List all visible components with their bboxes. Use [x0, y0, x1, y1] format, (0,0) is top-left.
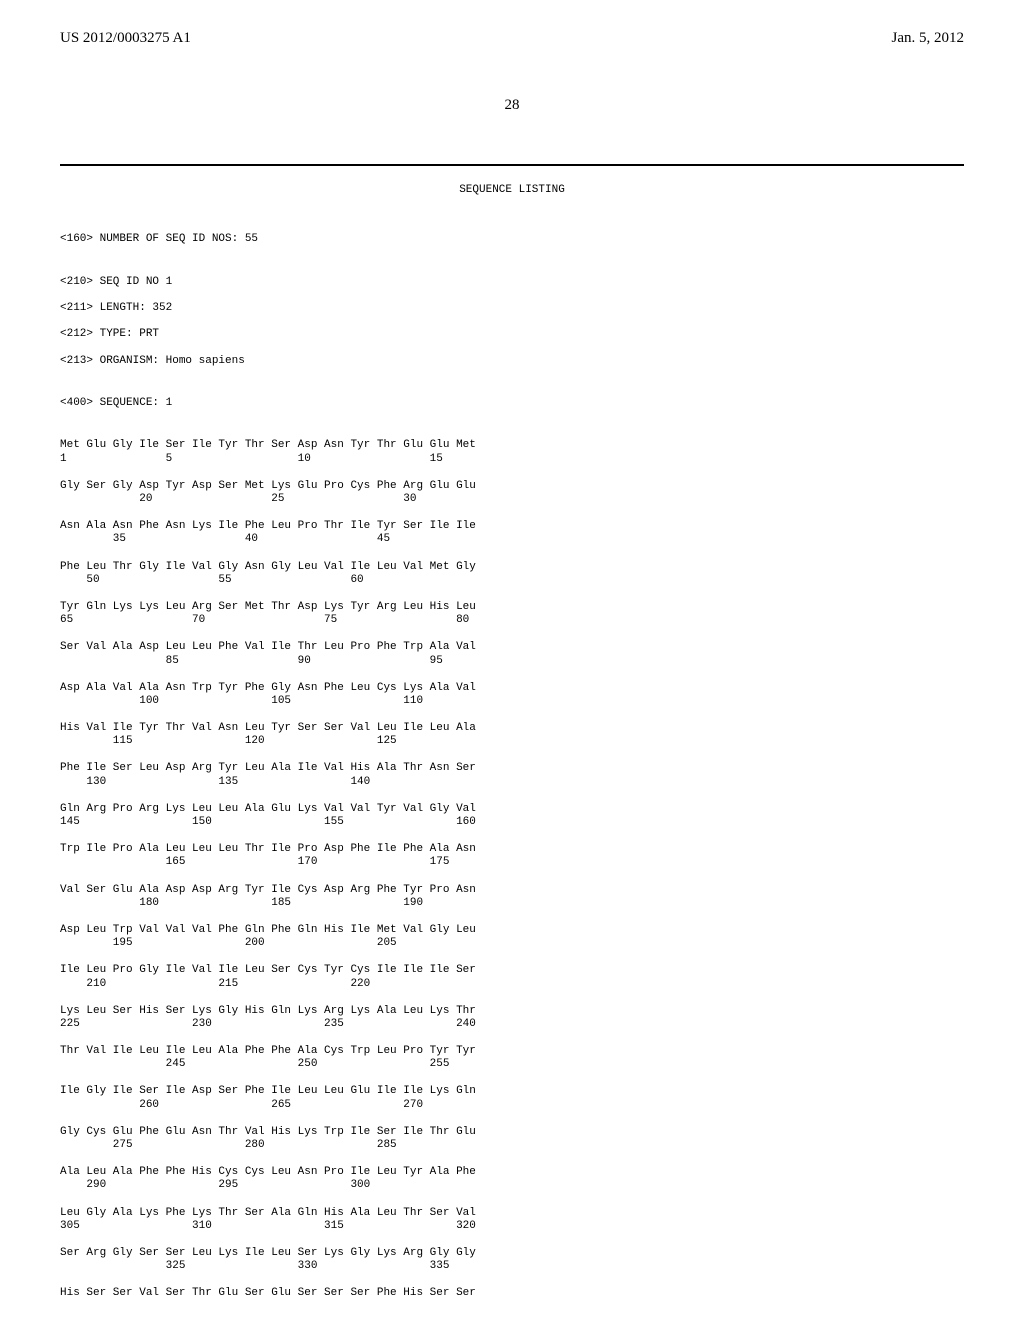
- amino-acid-line: Asp Ala Val Ala Asn Trp Tyr Phe Gly Asn …: [60, 682, 964, 695]
- amino-acid-line: Ile Leu Pro Gly Ile Val Ile Leu Ser Cys …: [60, 964, 964, 977]
- amino-acid-line: Ser Arg Gly Ser Ser Leu Lys Ile Leu Ser …: [60, 1247, 964, 1260]
- sequence-line: <400> SEQUENCE: 1: [60, 397, 964, 410]
- sequence-row: His Val Ile Tyr Thr Val Asn Leu Tyr Ser …: [60, 722, 964, 748]
- position-number-line: 325 330 335: [60, 1260, 964, 1273]
- amino-acid-line: Ile Gly Ile Ser Ile Asp Ser Phe Ile Leu …: [60, 1085, 964, 1098]
- sequence-row: Val Ser Glu Ala Asp Asp Arg Tyr Ile Cys …: [60, 884, 964, 910]
- amino-acid-line: His Ser Ser Val Ser Thr Glu Ser Glu Ser …: [60, 1287, 964, 1300]
- position-number-line: 65 70 75 80: [60, 614, 964, 627]
- position-number-line: 210 215 220: [60, 978, 964, 991]
- amino-acid-line: Asp Leu Trp Val Val Val Phe Gln Phe Gln …: [60, 924, 964, 937]
- amino-acid-line: Lys Leu Ser His Ser Lys Gly His Gln Lys …: [60, 1005, 964, 1018]
- sequence-row: Asp Ala Val Ala Asn Trp Tyr Phe Gly Asn …: [60, 682, 964, 708]
- position-number-line: 165 170 175: [60, 856, 964, 869]
- amino-acid-line: Gln Arg Pro Arg Lys Leu Leu Ala Glu Lys …: [60, 803, 964, 816]
- sequence-row: Gly Ser Gly Asp Tyr Asp Ser Met Lys Glu …: [60, 480, 964, 506]
- amino-acid-line: Thr Val Ile Leu Ile Leu Ala Phe Phe Ala …: [60, 1045, 964, 1058]
- amino-acid-line: Trp Ile Pro Ala Leu Leu Leu Thr Ile Pro …: [60, 843, 964, 856]
- position-number-line: 145 150 155 160: [60, 816, 964, 829]
- amino-acid-line: Gly Cys Glu Phe Glu Asn Thr Val His Lys …: [60, 1126, 964, 1139]
- page-number: 28: [0, 97, 1024, 114]
- position-number-line: 130 135 140: [60, 776, 964, 789]
- position-number-line: 195 200 205: [60, 937, 964, 950]
- amino-acid-line: Asn Ala Asn Phe Asn Lys Ile Phe Leu Pro …: [60, 520, 964, 533]
- amino-acid-line: Phe Leu Thr Gly Ile Val Gly Asn Gly Leu …: [60, 561, 964, 574]
- position-number-line: 85 90 95: [60, 655, 964, 668]
- sequence-row: Lys Leu Ser His Ser Lys Gly His Gln Lys …: [60, 1005, 964, 1031]
- amino-acid-line: Ser Val Ala Asp Leu Leu Phe Val Ile Thr …: [60, 641, 964, 654]
- amino-acid-line: Val Ser Glu Ala Asp Asp Arg Tyr Ile Cys …: [60, 884, 964, 897]
- position-number-line: 50 55 60: [60, 574, 964, 587]
- sequence-row: Leu Gly Ala Lys Phe Lys Thr Ser Ala Gln …: [60, 1207, 964, 1233]
- sequence-row: Phe Ile Ser Leu Asp Arg Tyr Leu Ala Ile …: [60, 762, 964, 788]
- position-number-line: 100 105 110: [60, 695, 964, 708]
- position-number-line: 180 185 190: [60, 897, 964, 910]
- sequence-content: <160> NUMBER OF SEQ ID NOS: 55 <210> SEQ…: [0, 220, 1024, 1328]
- position-number-line: 20 25 30: [60, 493, 964, 506]
- position-number-line: 260 265 270: [60, 1099, 964, 1112]
- sequence-row: Phe Leu Thr Gly Ile Val Gly Asn Gly Leu …: [60, 561, 964, 587]
- position-number-line: 305 310 315 320: [60, 1220, 964, 1233]
- sequence-rows-container: Met Glu Gly Ile Ser Ile Tyr Thr Ser Asp …: [60, 439, 964, 1300]
- sequence-row: Gln Arg Pro Arg Lys Leu Leu Ala Glu Lys …: [60, 803, 964, 829]
- sequence-row: Ala Leu Ala Phe Phe His Cys Cys Leu Asn …: [60, 1166, 964, 1192]
- publication-number: US 2012/0003275 A1: [60, 30, 191, 47]
- amino-acid-line: Met Glu Gly Ile Ser Ile Tyr Thr Ser Asp …: [60, 439, 964, 452]
- sequence-row: Trp Ile Pro Ala Leu Leu Leu Thr Ile Pro …: [60, 843, 964, 869]
- amino-acid-line: Tyr Gln Lys Lys Leu Arg Ser Met Thr Asp …: [60, 601, 964, 614]
- sequence-row: Ile Gly Ile Ser Ile Asp Ser Phe Ile Leu …: [60, 1085, 964, 1111]
- amino-acid-line: His Val Ile Tyr Thr Val Asn Leu Tyr Ser …: [60, 722, 964, 735]
- sequence-row: Ser Val Ala Asp Leu Leu Phe Val Ile Thr …: [60, 641, 964, 667]
- amino-acid-line: Phe Ile Ser Leu Asp Arg Tyr Leu Ala Ile …: [60, 762, 964, 775]
- horizontal-divider: [60, 164, 964, 166]
- publication-date: Jan. 5, 2012: [892, 30, 965, 47]
- length-line: <211> LENGTH: 352: [60, 302, 964, 315]
- sequence-listing-title: SEQUENCE LISTING: [0, 184, 1024, 196]
- sequence-row: Asn Ala Asn Phe Asn Lys Ile Phe Leu Pro …: [60, 520, 964, 546]
- num-seq-line: <160> NUMBER OF SEQ ID NOS: 55: [60, 233, 964, 246]
- sequence-row: Ile Leu Pro Gly Ile Val Ile Leu Ser Cys …: [60, 964, 964, 990]
- seq-id-line: <210> SEQ ID NO 1: [60, 276, 964, 289]
- position-number-line: 35 40 45: [60, 533, 964, 546]
- sequence-row: Tyr Gln Lys Lys Leu Arg Ser Met Thr Asp …: [60, 601, 964, 627]
- organism-line: <213> ORGANISM: Homo sapiens: [60, 355, 964, 368]
- position-number-line: 225 230 235 240: [60, 1018, 964, 1031]
- amino-acid-line: Gly Ser Gly Asp Tyr Asp Ser Met Lys Glu …: [60, 480, 964, 493]
- sequence-row: Met Glu Gly Ile Ser Ile Tyr Thr Ser Asp …: [60, 439, 964, 465]
- amino-acid-line: Leu Gly Ala Lys Phe Lys Thr Ser Ala Gln …: [60, 1207, 964, 1220]
- type-line: <212> TYPE: PRT: [60, 328, 964, 341]
- page-header: US 2012/0003275 A1 Jan. 5, 2012: [0, 0, 1024, 47]
- position-number-line: 275 280 285: [60, 1139, 964, 1152]
- sequence-row: His Ser Ser Val Ser Thr Glu Ser Glu Ser …: [60, 1287, 964, 1300]
- sequence-row: Asp Leu Trp Val Val Val Phe Gln Phe Gln …: [60, 924, 964, 950]
- sequence-row: Gly Cys Glu Phe Glu Asn Thr Val His Lys …: [60, 1126, 964, 1152]
- position-number-line: 115 120 125: [60, 735, 964, 748]
- sequence-row: Thr Val Ile Leu Ile Leu Ala Phe Phe Ala …: [60, 1045, 964, 1071]
- sequence-row: Ser Arg Gly Ser Ser Leu Lys Ile Leu Ser …: [60, 1247, 964, 1273]
- position-number-line: 290 295 300: [60, 1179, 964, 1192]
- position-number-line: 245 250 255: [60, 1058, 964, 1071]
- amino-acid-line: Ala Leu Ala Phe Phe His Cys Cys Leu Asn …: [60, 1166, 964, 1179]
- position-number-line: 1 5 10 15: [60, 453, 964, 466]
